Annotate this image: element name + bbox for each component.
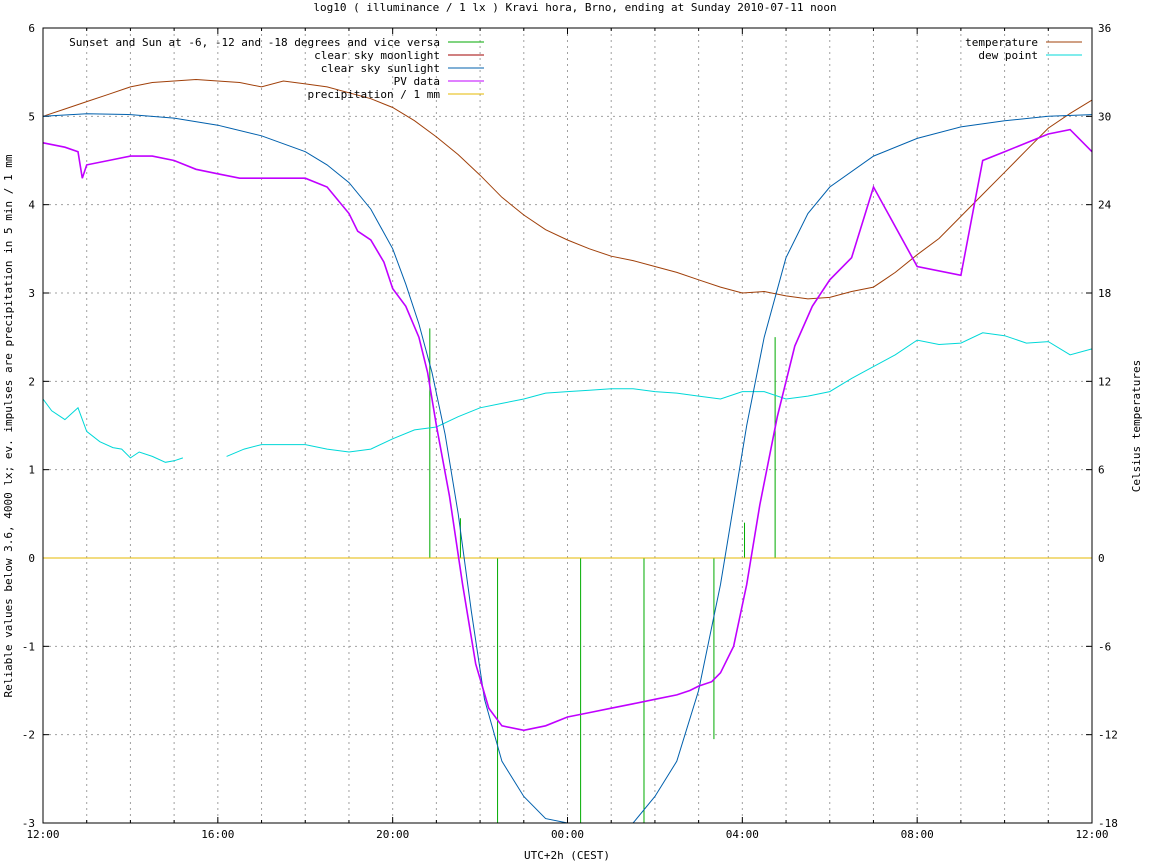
y2-tick-label: 36 xyxy=(1098,22,1111,35)
x-tick-label: 12:00 xyxy=(1075,828,1108,841)
y-tick-label: 0 xyxy=(28,552,35,565)
y-tick-label: -2 xyxy=(22,729,35,742)
y2-tick-label: -18 xyxy=(1098,817,1118,830)
legend-entry-label: Sunset and Sun at -6, -12 and -18 degree… xyxy=(69,36,440,49)
legend-entry-label: temperature xyxy=(965,36,1038,49)
clear-sky-sunlight-line xyxy=(42,113,1093,824)
pv-data-line xyxy=(42,128,1093,732)
y2-tick-label: -6 xyxy=(1098,640,1111,653)
legend-entry-label: clear sky moonlight xyxy=(314,49,440,62)
x-tick-label: 08:00 xyxy=(901,828,934,841)
y2-tick-label: -12 xyxy=(1098,729,1118,742)
legend-entry-label: dew point xyxy=(978,49,1038,62)
x-tick-label: 20:00 xyxy=(376,828,409,841)
x-tick-label: 12:00 xyxy=(26,828,59,841)
y-tick-label: 1 xyxy=(28,464,35,477)
y2-tick-label: 30 xyxy=(1098,110,1111,123)
y-tick-label: 6 xyxy=(28,22,35,35)
y-tick-label: 3 xyxy=(28,287,35,300)
axis-ticks: 12:00 16:00 20:00 00:00 04:00 08:00 12:00-3-2-… xyxy=(22,22,1118,841)
y2-tick-label: 6 xyxy=(1098,464,1105,477)
y2-tick-label: 18 xyxy=(1098,287,1111,300)
y-tick-label: -3 xyxy=(22,817,35,830)
y2-axis-label: Celsius temperatures xyxy=(1130,360,1143,492)
y-tick-label: 5 xyxy=(28,110,35,123)
y-tick-label: 2 xyxy=(28,375,35,388)
y2-tick-label: 24 xyxy=(1098,199,1112,212)
series-lines xyxy=(42,78,1093,824)
grid xyxy=(43,28,1092,823)
plot-frame xyxy=(42,27,1093,824)
dew-point-line xyxy=(42,398,184,463)
dew-point-line xyxy=(226,332,1093,457)
legend-left: Sunset and Sun at -6, -12 and -18 degree… xyxy=(69,36,484,101)
x-tick-label: 04:00 xyxy=(726,828,759,841)
temperature-line xyxy=(42,78,1093,300)
x-axis-label: UTC+2h (CEST) xyxy=(524,849,610,862)
legend-entry-label: clear sky sunlight xyxy=(321,62,440,75)
y-tick-label: -1 xyxy=(22,640,35,653)
y2-tick-label: 0 xyxy=(1098,552,1105,565)
x-tick-label: 00:00 xyxy=(551,828,584,841)
sun-event-impulses xyxy=(429,328,776,823)
x-tick-label: 16:00 xyxy=(201,828,234,841)
y2-tick-label: 12 xyxy=(1098,375,1111,388)
chart-title: log10 ( illuminance / 1 lx ) Kravi hora,… xyxy=(313,1,836,14)
legend-entry-label: precipitation / 1 mm xyxy=(308,88,441,101)
y-tick-label: 4 xyxy=(28,199,35,212)
y-axis-label: Reliable values below 3.6, 4000 lx; ev. … xyxy=(2,154,15,697)
legend-entry-label: PV data xyxy=(394,75,440,88)
